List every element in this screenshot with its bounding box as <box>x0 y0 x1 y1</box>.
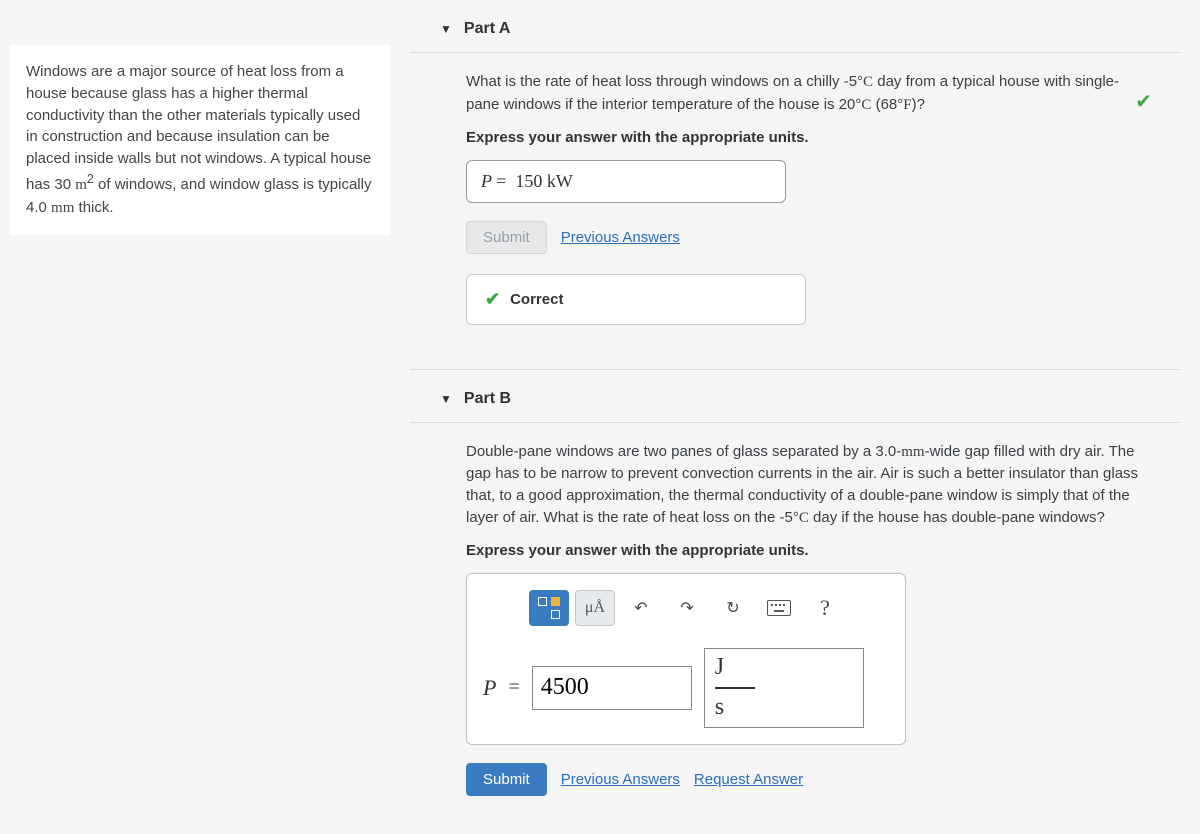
check-icon: ✔ <box>1135 89 1152 114</box>
part-b-header[interactable]: ▼ Part B <box>410 370 1180 416</box>
part-a-answer-display: P = 150 kW <box>466 160 786 203</box>
unit-denominator[interactable]: s <box>705 689 863 727</box>
reset-icon[interactable]: ↻ <box>713 590 753 626</box>
template-icon[interactable] <box>529 590 569 626</box>
part-a-question: What is the rate of heat loss through wi… <box>466 71 1160 117</box>
help-icon[interactable]: ? <box>805 590 845 626</box>
correct-label: Correct <box>510 291 563 308</box>
unit-numerator[interactable]: J <box>705 649 863 687</box>
part-a-header[interactable]: ▼ Part A <box>410 0 1180 46</box>
input-toolbar: μÅ ↶ ↷ ↻ ? <box>529 590 889 626</box>
equals-label: = <box>508 676 519 699</box>
collapse-icon: ▼ <box>440 392 452 406</box>
part-b-question: Double-pane windows are two panes of gla… <box>466 441 1160 530</box>
correct-feedback: ✔ Correct <box>466 274 806 325</box>
previous-answers-link[interactable]: Previous Answers <box>561 771 680 788</box>
collapse-icon: ▼ <box>440 22 452 36</box>
problem-intro: Windows are a major source of heat loss … <box>10 45 390 235</box>
unit-input[interactable]: J s <box>704 648 864 728</box>
submit-button[interactable]: Submit <box>466 763 547 796</box>
variable-label: P <box>483 675 496 701</box>
redo-icon[interactable]: ↷ <box>667 590 707 626</box>
submit-button: Submit <box>466 221 547 254</box>
previous-answers-link[interactable]: Previous Answers <box>561 229 680 246</box>
keyboard-icon[interactable] <box>759 590 799 626</box>
value-input[interactable] <box>532 666 692 710</box>
part-b-instruct: Express your answer with the appropriate… <box>466 542 1160 559</box>
units-icon[interactable]: μÅ <box>575 590 615 626</box>
answer-input-panel: μÅ ↶ ↷ ↻ ? P = J s <box>466 573 906 745</box>
undo-icon[interactable]: ↶ <box>621 590 661 626</box>
check-icon: ✔ <box>485 289 500 310</box>
request-answer-link[interactable]: Request Answer <box>694 771 803 788</box>
part-b-title: Part B <box>464 390 511 408</box>
part-a-title: Part A <box>464 20 511 38</box>
part-a-instruct: Express your answer with the appropriate… <box>466 129 1160 146</box>
